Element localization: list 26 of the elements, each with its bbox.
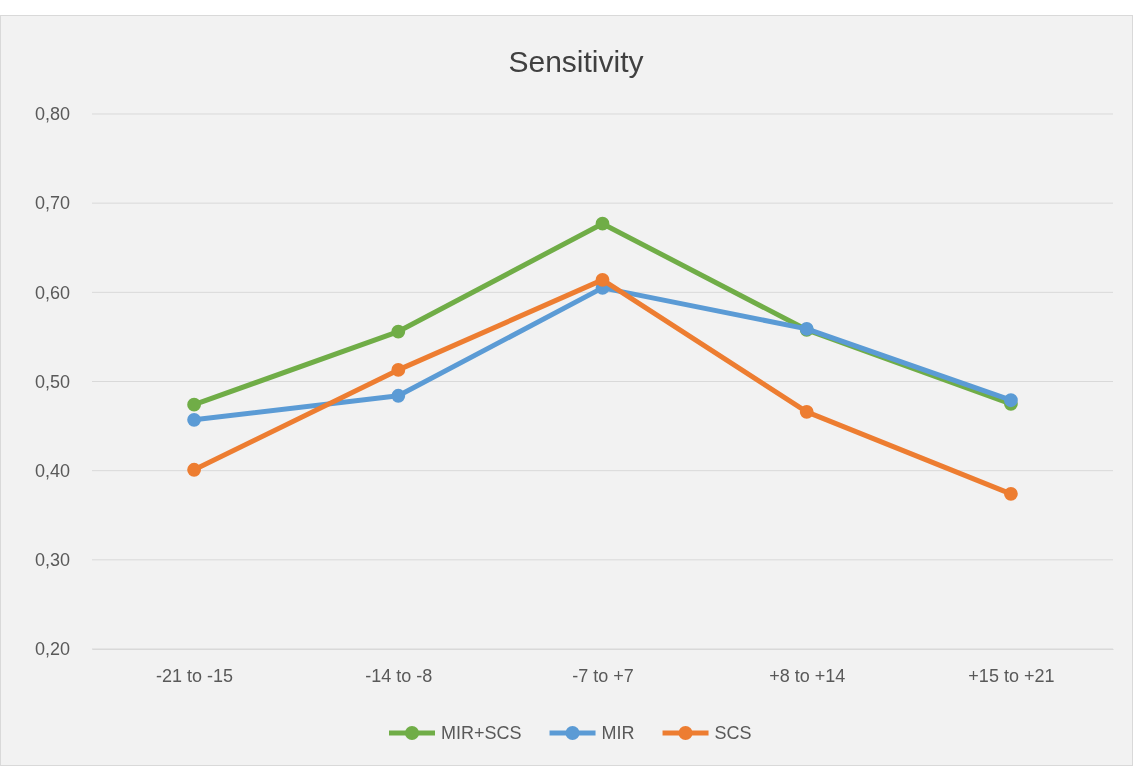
point [799,404,814,419]
point [595,272,610,287]
point [391,363,406,377]
y-tick-label: 0,60 [34,282,70,303]
y-tick-label: 0,70 [34,193,70,214]
y-tick-label: 0,30 [34,550,70,571]
point [187,412,202,427]
legend-label: SCS [714,723,752,743]
chart-title: Sensitivity [508,45,644,78]
y-tick-label: 0,50 [34,371,70,392]
x-tick-label: +15 to +21 [968,665,1055,686]
point [187,462,202,477]
legend-label: MIR+SCS [441,723,522,743]
y-tick-label: 0,80 [34,104,70,125]
x-tick-label: -7 to +7 [572,665,634,686]
point [391,324,406,339]
x-tick-label: -14 to -8 [365,665,433,686]
x-tick-label: -21 to -15 [156,665,234,686]
point [1003,486,1018,501]
legend-label: MIR [601,723,635,743]
y-tick-label: 0,20 [34,639,70,660]
point [595,216,610,231]
point [187,397,202,412]
point [391,388,406,403]
y-tick-label: 0,40 [34,460,70,481]
x-tick-label: +8 to +14 [769,665,846,686]
